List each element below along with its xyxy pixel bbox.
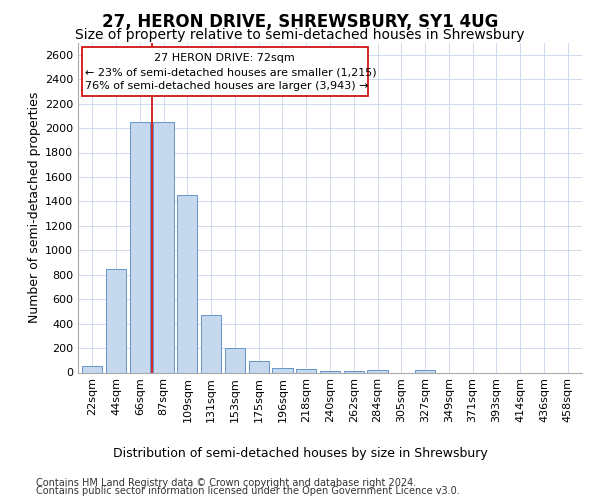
Text: 27, HERON DRIVE, SHREWSBURY, SY1 4UG: 27, HERON DRIVE, SHREWSBURY, SY1 4UG — [102, 12, 498, 30]
Text: ← 23% of semi-detached houses are smaller (1,215): ← 23% of semi-detached houses are smalle… — [85, 68, 377, 78]
Bar — [154, 122, 173, 372]
Bar — [201, 315, 221, 372]
Bar — [225, 348, 245, 372]
Bar — [82, 366, 103, 372]
Text: Contains HM Land Registry data © Crown copyright and database right 2024.: Contains HM Land Registry data © Crown c… — [36, 478, 416, 488]
Bar — [106, 268, 126, 372]
Text: 76% of semi-detached houses are larger (3,943) →: 76% of semi-detached houses are larger (… — [85, 80, 368, 90]
Bar — [177, 196, 197, 372]
Bar — [320, 370, 340, 372]
Bar — [296, 370, 316, 372]
FancyBboxPatch shape — [82, 48, 368, 96]
Bar — [367, 370, 388, 372]
Text: 27 HERON DRIVE: 72sqm: 27 HERON DRIVE: 72sqm — [154, 54, 295, 64]
Bar — [130, 122, 150, 372]
Y-axis label: Number of semi-detached properties: Number of semi-detached properties — [28, 92, 41, 323]
Bar — [415, 370, 435, 372]
Text: Contains public sector information licensed under the Open Government Licence v3: Contains public sector information licen… — [36, 486, 460, 496]
Bar — [272, 368, 293, 372]
Text: Distribution of semi-detached houses by size in Shrewsbury: Distribution of semi-detached houses by … — [113, 448, 487, 460]
Bar — [248, 361, 269, 372]
Text: Size of property relative to semi-detached houses in Shrewsbury: Size of property relative to semi-detach… — [75, 28, 525, 42]
